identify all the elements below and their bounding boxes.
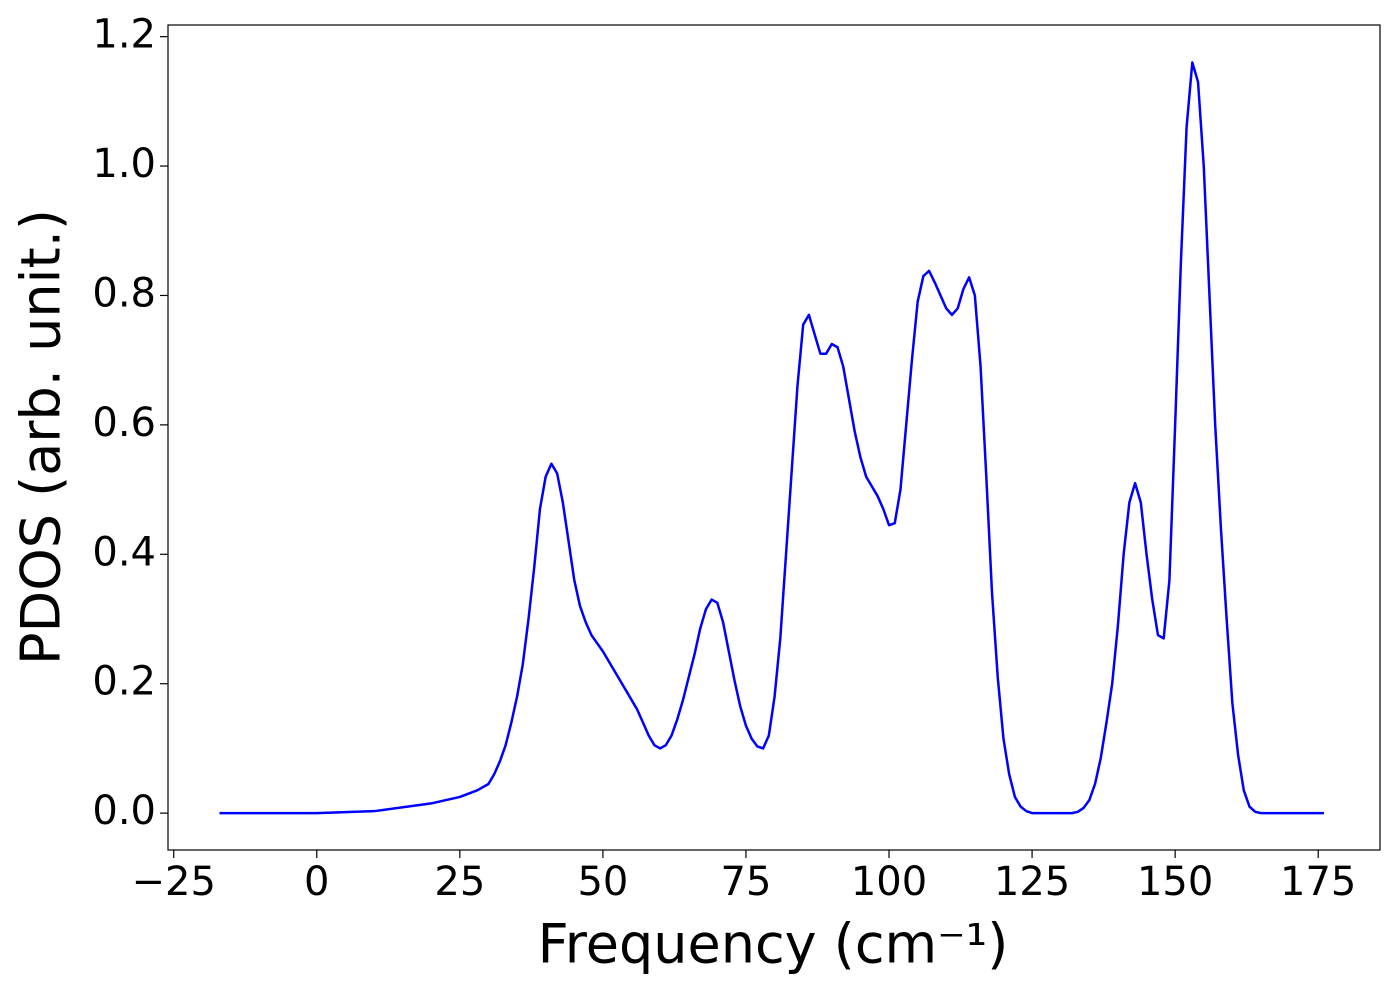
x-tick-label: 50 <box>577 859 628 905</box>
x-tick-label: 0 <box>304 859 329 905</box>
y-tick-label: 1.0 <box>92 141 156 187</box>
x-tick-label: 100 <box>851 859 927 905</box>
y-tick-label: 0.2 <box>92 659 156 705</box>
x-axis-label: Frequency (cm⁻¹) <box>538 913 1009 976</box>
x-tick-label: 25 <box>434 859 485 905</box>
y-tick-label: 1.2 <box>92 12 156 58</box>
x-tick-label: 150 <box>1137 859 1213 905</box>
x-tick-label: −25 <box>132 859 216 905</box>
y-tick-label: 0.4 <box>92 529 156 575</box>
data-line <box>219 61 1324 815</box>
x-tick-label: 175 <box>1280 859 1356 905</box>
y-tick-label: 0.8 <box>92 270 156 316</box>
y-tick-label: 0.6 <box>92 400 156 446</box>
y-axis-label: PDOS (arb. unit.) <box>10 209 73 665</box>
x-tick-label: 125 <box>994 859 1070 905</box>
plot-frame <box>167 24 1381 851</box>
y-tick-label: 0.0 <box>92 788 156 834</box>
x-tick-label: 75 <box>721 859 772 905</box>
